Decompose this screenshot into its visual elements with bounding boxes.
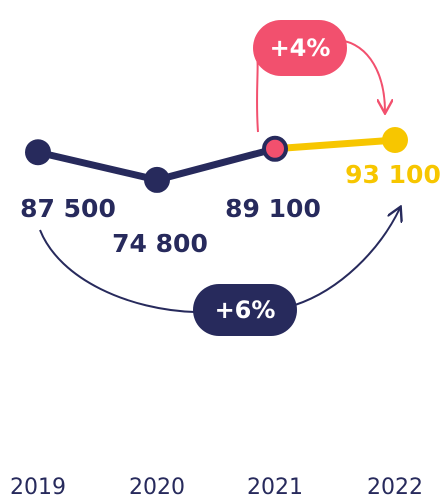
annotation: +6% xyxy=(215,296,276,324)
x-tick-label: 2020 xyxy=(129,475,185,500)
x-tick-label: 2019 xyxy=(10,475,66,500)
arrow xyxy=(339,39,385,112)
value-label: 89 100 xyxy=(225,194,321,223)
point xyxy=(382,127,408,154)
arrow xyxy=(39,229,196,313)
line xyxy=(271,136,399,153)
x-tick-label: 2022 xyxy=(367,475,423,500)
arrow xyxy=(255,54,259,133)
annotation-pill xyxy=(253,20,347,76)
annotation-pill xyxy=(193,284,297,336)
value-label: 74 800 xyxy=(112,229,208,258)
annotation: +4% xyxy=(270,34,331,62)
value-label: 93 100 xyxy=(345,160,441,189)
x-tick-label: 2021 xyxy=(247,475,303,500)
point xyxy=(25,139,51,166)
value-label: 87 500 xyxy=(20,194,116,223)
point xyxy=(144,166,170,193)
arrow xyxy=(294,208,400,306)
point xyxy=(262,135,288,162)
